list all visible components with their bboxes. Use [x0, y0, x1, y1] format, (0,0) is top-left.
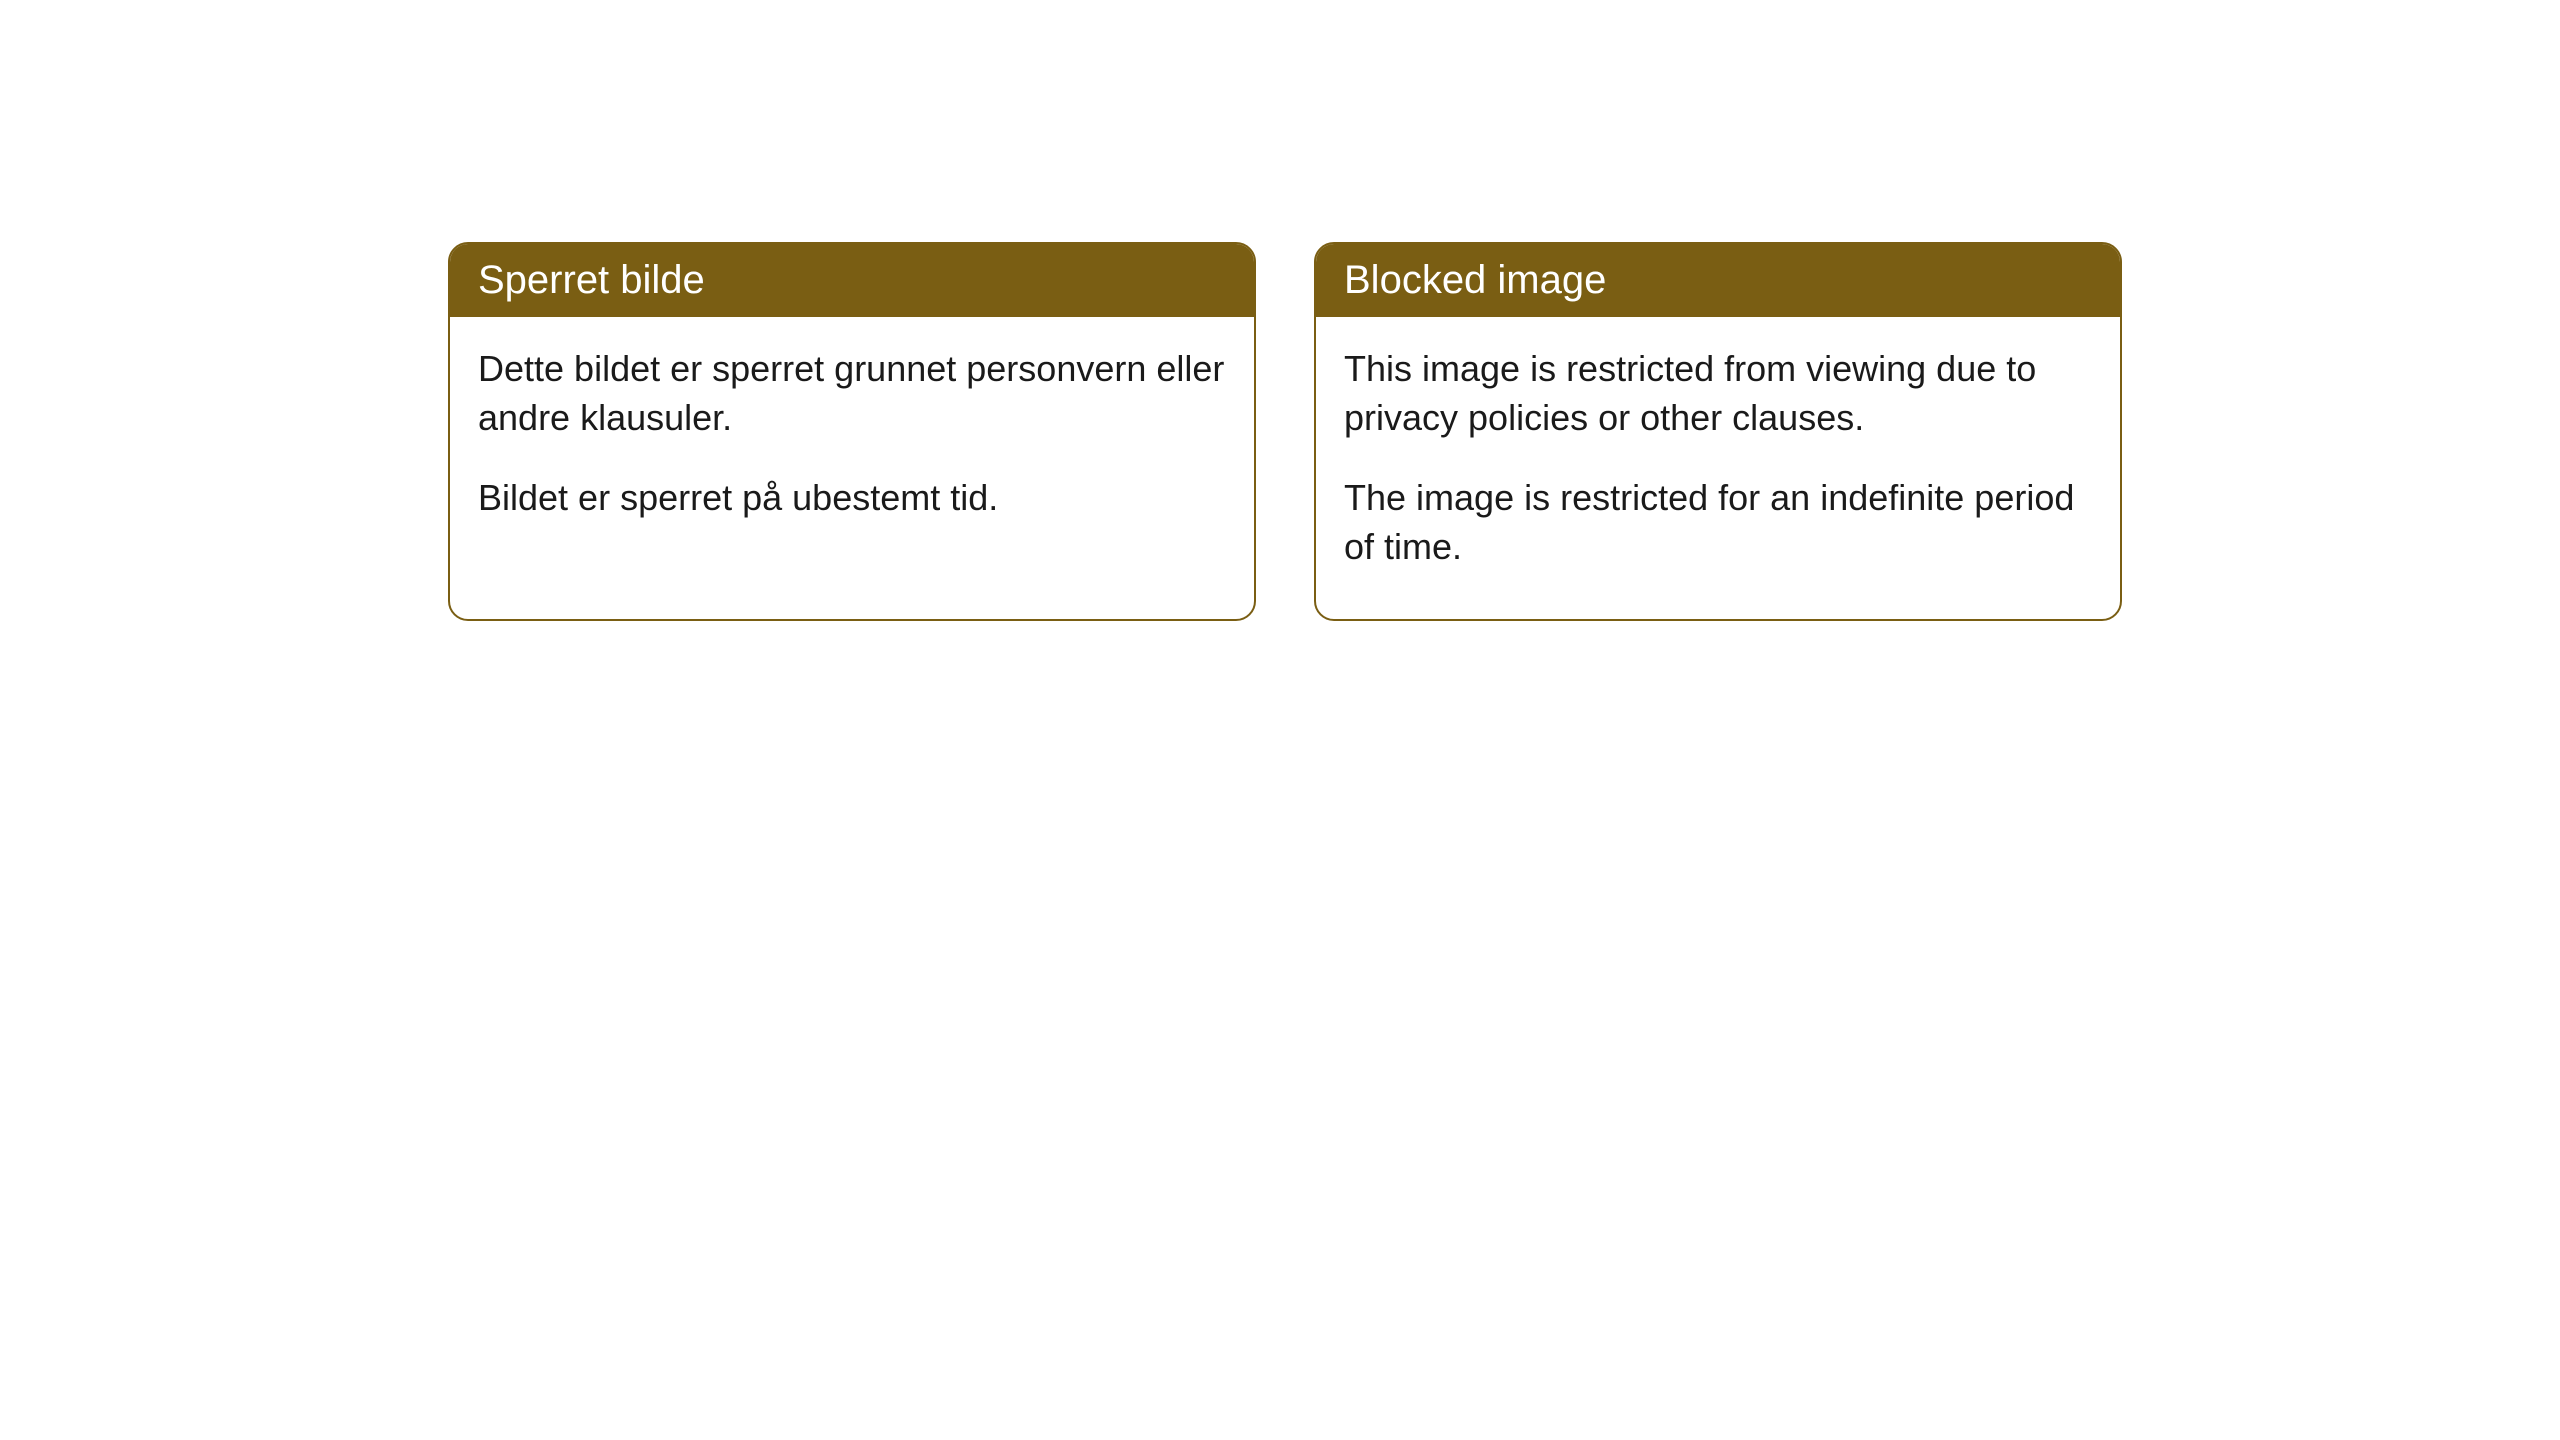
card-paragraph: The image is restricted for an indefinit…	[1344, 474, 2092, 571]
card-title: Sperret bilde	[478, 258, 705, 302]
card-header: Sperret bilde	[450, 244, 1254, 317]
card-body: Dette bildet er sperret grunnet personve…	[450, 317, 1254, 571]
card-body: This image is restricted from viewing du…	[1316, 317, 2120, 619]
notice-card-norwegian: Sperret bilde Dette bildet er sperret gr…	[448, 242, 1256, 621]
notice-cards-container: Sperret bilde Dette bildet er sperret gr…	[448, 242, 2122, 621]
card-header: Blocked image	[1316, 244, 2120, 317]
notice-card-english: Blocked image This image is restricted f…	[1314, 242, 2122, 621]
card-title: Blocked image	[1344, 258, 1606, 302]
card-paragraph: This image is restricted from viewing du…	[1344, 345, 2092, 442]
card-paragraph: Bildet er sperret på ubestemt tid.	[478, 474, 1226, 523]
card-paragraph: Dette bildet er sperret grunnet personve…	[478, 345, 1226, 442]
